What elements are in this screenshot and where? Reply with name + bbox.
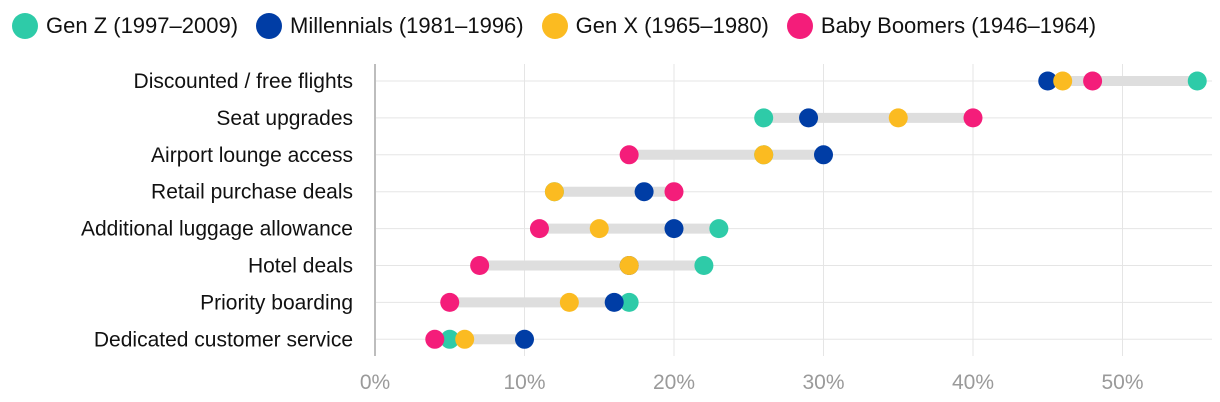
dot-gen-x	[544, 182, 564, 202]
dot-gen-z	[709, 219, 729, 239]
dot-gen-x	[455, 329, 475, 349]
legend-dot-gen-z	[12, 13, 38, 39]
category-label: Priority boarding	[200, 291, 353, 314]
legend-item-gen-z: Gen Z (1997–2009)	[12, 13, 238, 39]
x-tick-label: 30%	[802, 371, 844, 394]
dot-millennials	[814, 145, 833, 165]
dot-baby-boomers	[1083, 71, 1103, 91]
dot-gen-z	[619, 292, 639, 312]
dot-baby-boomers	[425, 329, 445, 349]
x-tick-label: 0%	[360, 371, 390, 394]
dot-gen-z	[754, 108, 774, 128]
dot-gen-x	[888, 108, 908, 128]
legend-item-millennials: Millennials (1981–1996)	[256, 13, 524, 39]
dot-baby-boomers	[619, 145, 639, 165]
dot-gen-x	[619, 256, 639, 275]
dot-baby-boomers	[529, 219, 549, 239]
x-tick-label: 50%	[1101, 371, 1143, 394]
x-tick-label: 20%	[653, 371, 695, 394]
dot-baby-boomers	[470, 256, 490, 275]
dot-gen-z	[694, 256, 714, 275]
x-tick-label: 40%	[952, 371, 994, 394]
legend-label-millennials: Millennials (1981–1996)	[290, 13, 524, 38]
legend-label-gen-x: Gen X (1965–1980)	[575, 13, 769, 38]
legend-item-baby-boomers: Baby Boomers (1946–1964)	[786, 13, 1097, 39]
dot-millennials	[799, 108, 819, 128]
dot-gen-z	[1187, 71, 1207, 91]
dot-baby-boomers	[440, 292, 460, 312]
dot-gen-x	[559, 292, 579, 312]
dot-millennials	[604, 292, 624, 312]
category-label: Retail purchase deals	[151, 181, 353, 204]
dot-millennials	[664, 219, 684, 239]
dot-millennials	[634, 182, 654, 202]
category-label: Seat upgrades	[216, 107, 353, 130]
x-tick-label: 10%	[503, 371, 545, 394]
dot-millennials	[515, 329, 534, 349]
legend-label-gen-z: Gen Z (1997–2009)	[46, 13, 239, 38]
dot-baby-boomers	[963, 108, 983, 128]
legend-label-baby-boomers: Baby Boomers (1946–1964)	[820, 13, 1097, 38]
legend-item-gen-x: Gen X (1965–1980)	[541, 13, 769, 39]
dot-gen-x	[589, 219, 609, 239]
legend-dot-baby-boomers	[786, 13, 813, 39]
dot-gen-z	[440, 329, 460, 349]
legend: Gen Z (1997–2009) Millennials (1981–1996…	[12, 6, 1096, 46]
category-label: Dedicated customer service	[94, 328, 353, 351]
category-label: Airport lounge access	[151, 144, 353, 167]
category-label: Additional luggage allowance	[81, 218, 353, 241]
dot-gen-x	[1053, 71, 1073, 91]
category-label: Hotel deals	[248, 255, 353, 278]
legend-dot-gen-x	[541, 13, 568, 39]
dot-millennials	[1038, 71, 1058, 91]
legend-dot-millennials	[256, 13, 283, 39]
category-label: Discounted / free flights	[134, 70, 353, 93]
dot-gen-x	[754, 145, 774, 165]
dot-baby-boomers	[664, 182, 684, 202]
